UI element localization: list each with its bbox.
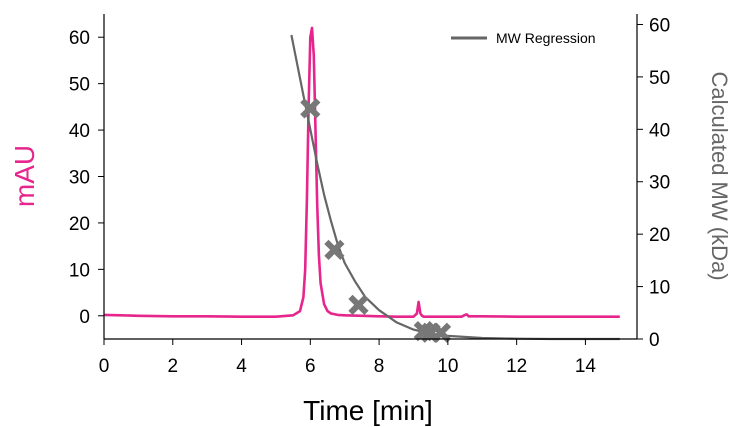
y-left-tick-label: 10 xyxy=(69,260,90,281)
y-left-tick-label: 60 xyxy=(69,28,90,49)
series-line-mw-regression xyxy=(290,34,620,341)
y-left-tick-label: 30 xyxy=(69,168,90,189)
x-tick-label: 6 xyxy=(305,356,316,377)
y-right-tick-label: 50 xyxy=(649,68,670,89)
y-left-axis-title: mAU xyxy=(9,145,40,207)
y-right-tick-label: 60 xyxy=(649,15,670,36)
y-left-tick-label: 40 xyxy=(69,121,90,142)
y-right-tick-label: 20 xyxy=(649,225,670,246)
y-right-tick-label: 10 xyxy=(649,278,670,299)
plot-area xyxy=(103,26,620,343)
mw-point-stroke xyxy=(348,294,369,316)
mw-point-stroke xyxy=(300,98,321,119)
mw-point-stroke xyxy=(413,321,434,342)
mw-point-stroke xyxy=(430,322,452,343)
y-left-tick-label: 20 xyxy=(69,214,90,235)
axis-labels: Time [min] mAU Calculated MW (kDa) xyxy=(9,71,729,426)
y-right-tick-label: 40 xyxy=(649,120,670,141)
x-tick-label: 14 xyxy=(575,356,597,377)
mw-data-point xyxy=(430,322,452,343)
mw-point-stroke xyxy=(324,239,345,261)
axes: 0 2 4 6 8 10 12 14 0 10 20 30 40 50 60 0 10 20 30 40 50 60 xyxy=(69,14,670,377)
y-right-tick-label: 30 xyxy=(649,173,670,194)
mw-data-point xyxy=(324,239,345,261)
legend: MW Regression xyxy=(451,30,596,46)
mw-data-point xyxy=(300,98,321,119)
x-tick-label: 2 xyxy=(167,356,178,377)
y-right-tick-label: 0 xyxy=(649,330,660,351)
x-tick-label: 0 xyxy=(99,356,110,377)
y-left-tick-label: 0 xyxy=(79,307,90,328)
mw-data-point xyxy=(348,294,369,316)
y-right-axis-title: Calculated MW (kDa) xyxy=(707,71,729,280)
y-left-tick-label: 50 xyxy=(69,75,90,96)
series-line-chromatogram xyxy=(103,26,620,319)
legend-label-mw-regression: MW Regression xyxy=(496,30,596,46)
x-tick-label: 4 xyxy=(236,356,247,377)
x-axis-title: Time [min] xyxy=(303,395,433,426)
x-tick-label: 12 xyxy=(506,356,527,377)
x-tick-label: 10 xyxy=(437,356,458,377)
x-tick-label: 8 xyxy=(374,356,385,377)
